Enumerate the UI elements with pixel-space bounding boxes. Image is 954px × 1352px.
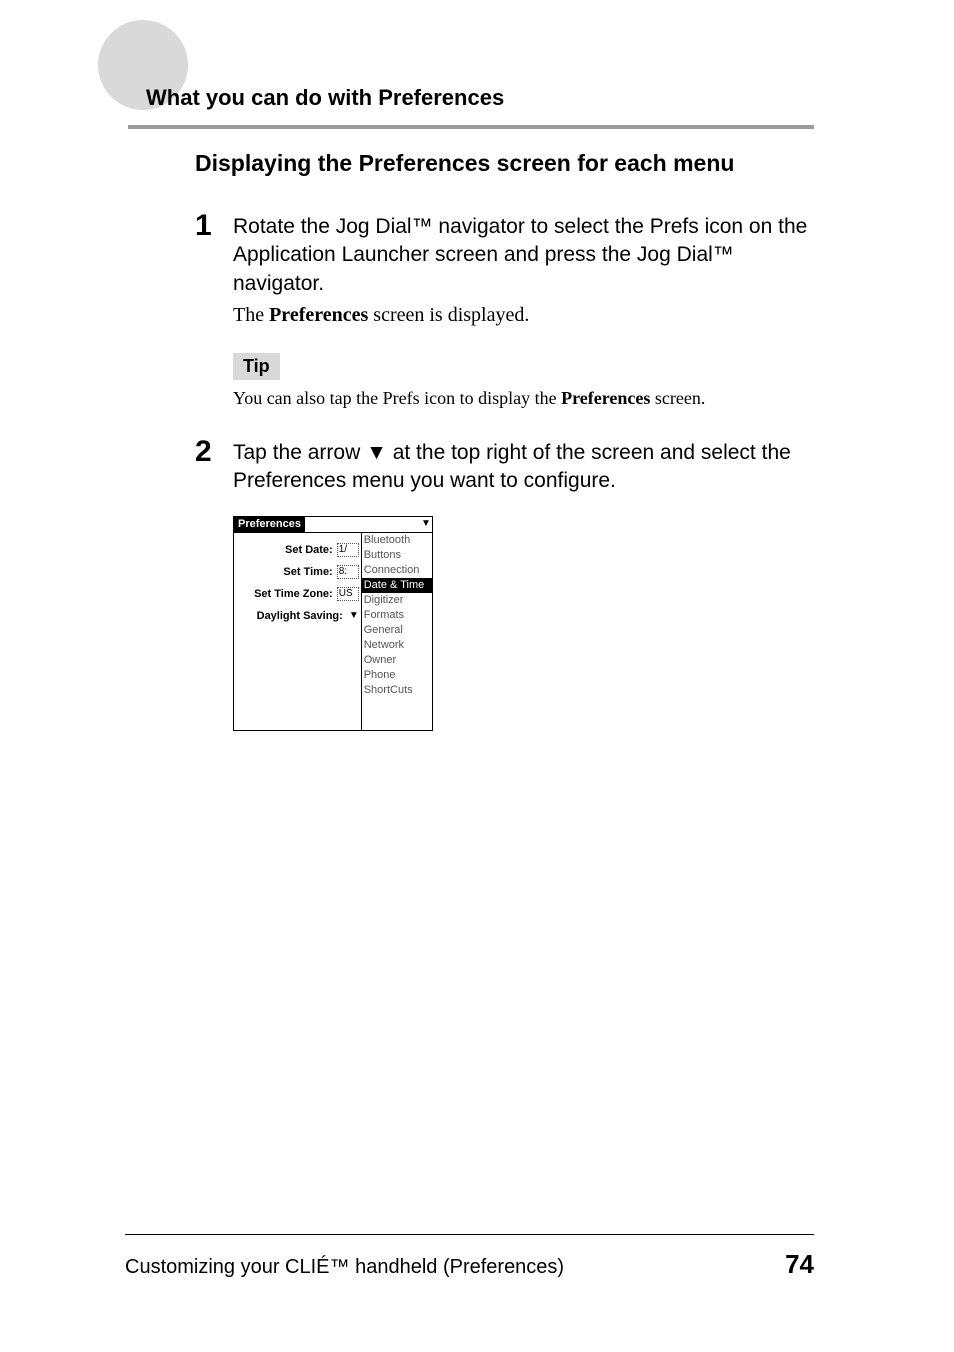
menu-item-network[interactable]: Network xyxy=(362,638,432,653)
palm-screenshot: Preferences ▼ Set Date: 1/ Set Time: 8: … xyxy=(233,516,433,731)
page-number: 74 xyxy=(785,1249,814,1280)
palm-body: Set Date: 1/ Set Time: 8: Set Time Zone:… xyxy=(234,533,432,730)
footer-rule xyxy=(125,1234,814,1235)
palm-form: Set Date: 1/ Set Time: 8: Set Time Zone:… xyxy=(234,533,361,730)
field-time[interactable]: 8: xyxy=(337,565,359,579)
step-body: Rotate the Jog Dial™ navigator to select… xyxy=(233,213,825,327)
step-1: 1 Rotate the Jog Dial™ navigator to sele… xyxy=(195,213,825,327)
header-rule xyxy=(128,125,814,129)
footer-row: Customizing your CLIÉ™ handheld (Prefere… xyxy=(125,1249,814,1280)
step-2: 2 Tap the arrow ▼ at the top right of th… xyxy=(195,439,825,496)
menu-item-general[interactable]: General xyxy=(362,623,432,638)
page: What you can do with Preferences Display… xyxy=(0,0,954,1352)
row-set-date: Set Date: 1/ xyxy=(234,539,359,561)
text: You can also tap the Prefs icon to displ… xyxy=(233,388,561,408)
down-arrow-icon: ▼ xyxy=(366,441,387,464)
text-bold: Preferences xyxy=(269,304,368,326)
field-timezone[interactable]: US xyxy=(337,587,359,601)
header: What you can do with Preferences xyxy=(110,85,814,129)
row-daylight-saving: Daylight Saving: ▼ xyxy=(234,605,359,627)
menu-item-bluetooth[interactable]: Bluetooth xyxy=(362,533,432,548)
field-dst[interactable]: ▼ xyxy=(347,610,359,621)
tip-label: Tip xyxy=(233,353,280,380)
menu-item-shortcuts[interactable]: ShortCuts xyxy=(362,683,432,698)
palm-dropdown-menu[interactable]: Bluetooth Buttons Connection Date & Time… xyxy=(361,533,432,730)
label: Set Date: xyxy=(234,544,337,556)
row-set-timezone: Set Time Zone: US xyxy=(234,583,359,605)
menu-item-owner[interactable]: Owner xyxy=(362,653,432,668)
text: The xyxy=(233,304,269,326)
tip-text: You can also tap the Prefs icon to displ… xyxy=(233,388,825,409)
spacer xyxy=(305,517,420,533)
palm-title: Preferences xyxy=(234,517,305,533)
label: Daylight Saving: xyxy=(234,610,347,622)
step-number: 2 xyxy=(195,437,233,467)
footer-text: Customizing your CLIÉ™ handheld (Prefere… xyxy=(125,1256,564,1279)
step-text: Rotate the Jog Dial™ navigator to select… xyxy=(233,213,825,298)
label: Set Time Zone: xyxy=(234,588,337,600)
dropdown-arrow-icon[interactable]: ▼ xyxy=(420,517,432,533)
menu-item-formats[interactable]: Formats xyxy=(362,608,432,623)
text: screen. xyxy=(650,388,705,408)
text-bold: Preferences xyxy=(561,388,650,408)
menu-item-phone[interactable]: Phone xyxy=(362,668,432,683)
step-body: Tap the arrow ▼ at the top right of the … xyxy=(233,439,825,496)
tip-block: Tip You can also tap the Prefs icon to d… xyxy=(233,353,825,409)
palm-titlebar: Preferences ▼ xyxy=(234,517,432,533)
row-set-time: Set Time: 8: xyxy=(234,561,359,583)
label: Set Time: xyxy=(234,566,337,578)
subheading: Displaying the Preferences screen for ea… xyxy=(195,150,825,177)
menu-item-buttons[interactable]: Buttons xyxy=(362,548,432,563)
menu-item-digitizer[interactable]: Digitizer xyxy=(362,593,432,608)
step-subtext: The Preferences screen is displayed. xyxy=(233,304,825,327)
section-title: What you can do with Preferences xyxy=(110,85,814,119)
menu-item-connection[interactable]: Connection xyxy=(362,563,432,578)
menu-item-date-time[interactable]: Date & Time xyxy=(362,578,432,593)
text: screen is displayed. xyxy=(368,304,529,326)
text: Tap the arrow xyxy=(233,441,366,464)
step-number: 1 xyxy=(195,211,233,241)
step-text: Tap the arrow ▼ at the top right of the … xyxy=(233,439,825,496)
body: Displaying the Preferences screen for ea… xyxy=(195,150,825,731)
footer: Customizing your CLIÉ™ handheld (Prefere… xyxy=(125,1234,814,1280)
field-date[interactable]: 1/ xyxy=(337,543,359,557)
